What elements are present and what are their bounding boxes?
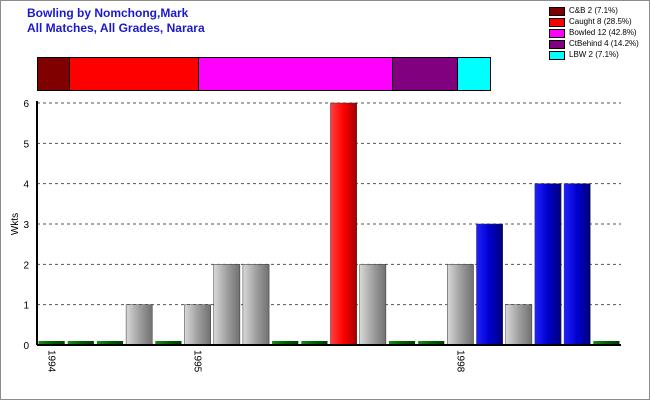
bar (184, 304, 211, 346)
stacked-segment-ctbehind (393, 58, 458, 90)
bar (330, 102, 357, 346)
y-tick-label: 0 (23, 341, 29, 352)
chart-subtitle: All Matches, All Grades, Narara (27, 21, 205, 35)
stacked-segment-bowled (199, 58, 394, 90)
legend-label: LBW 2 (7.1%) (569, 50, 619, 59)
y-tick-label: 5 (23, 139, 29, 150)
bar-zero (593, 341, 620, 345)
stacked-segment-cb (38, 58, 71, 90)
stacked-segment-lbw (457, 58, 490, 90)
legend-label: Caught 8 (28.5%) (569, 17, 632, 26)
legend-label: C&B 2 (7.1%) (569, 6, 618, 15)
chart-title: Bowling by Nomchong,Mark (27, 6, 189, 20)
bar (359, 264, 387, 346)
bar-zero (272, 341, 299, 345)
bar (534, 183, 562, 346)
x-tick-label: 1994 (46, 350, 57, 373)
bar-zero (155, 341, 182, 345)
stacked-segment-caught (70, 58, 200, 90)
legend-swatch (549, 18, 565, 27)
x-tick-label: 1995 (192, 350, 203, 373)
bar (563, 183, 591, 346)
y-tick-label: 3 (23, 220, 29, 231)
bar (213, 264, 241, 346)
bar (125, 304, 153, 346)
legend-label: CtBehind 4 (14.2%) (569, 39, 639, 48)
bar (242, 264, 270, 346)
legend-swatch (549, 40, 565, 49)
bar (476, 223, 503, 346)
legend-swatch (549, 29, 565, 38)
dismissal-stacked-bar (37, 57, 491, 91)
legend-swatch (549, 51, 565, 60)
legend-swatch (549, 7, 565, 16)
bar-zero (301, 341, 328, 345)
bar (505, 304, 533, 346)
y-tick-label: 2 (23, 260, 29, 271)
bar-zero (388, 341, 416, 345)
x-tick-label: 1998 (454, 350, 465, 373)
y-tick-label: 4 (23, 180, 29, 191)
bar (447, 264, 474, 346)
y-axis-title: Wkts (10, 213, 21, 235)
y-tick-label: 1 (23, 301, 29, 312)
y-tick-label: 6 (23, 99, 29, 110)
bar-zero (96, 341, 124, 345)
bar-zero (38, 341, 65, 345)
legend-label: Bowled 12 (42.8%) (569, 28, 637, 37)
bar-zero (67, 341, 94, 345)
bar-zero (418, 341, 445, 345)
